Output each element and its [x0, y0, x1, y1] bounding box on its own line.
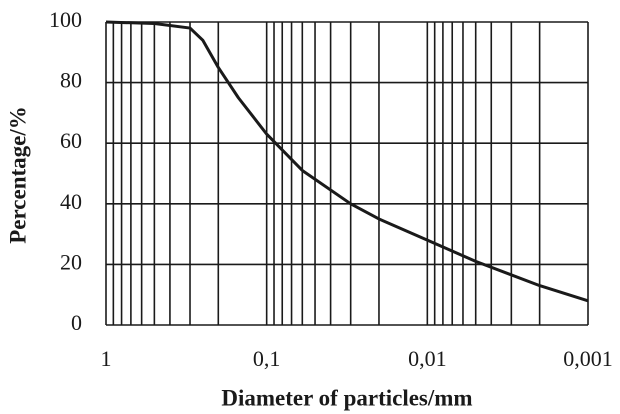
x-axis-title: Diameter of particles/mm [221, 385, 472, 410]
y-tick-label: 60 [60, 128, 82, 153]
y-tick-label: 40 [60, 189, 82, 214]
x-tick-label: 0,01 [408, 346, 447, 371]
y-tick-label: 20 [60, 249, 82, 274]
y-tick-label: 80 [60, 68, 82, 93]
data-line [105, 20, 589, 303]
y-tick-label: 100 [49, 7, 82, 32]
x-tick-label: 1 [101, 346, 112, 371]
x-tick-label: 0,1 [253, 346, 281, 371]
y-axis-title: Percentage/% [5, 106, 30, 244]
x-tick-label: 0,001 [563, 346, 613, 371]
y-tick-label: 0 [71, 310, 82, 335]
